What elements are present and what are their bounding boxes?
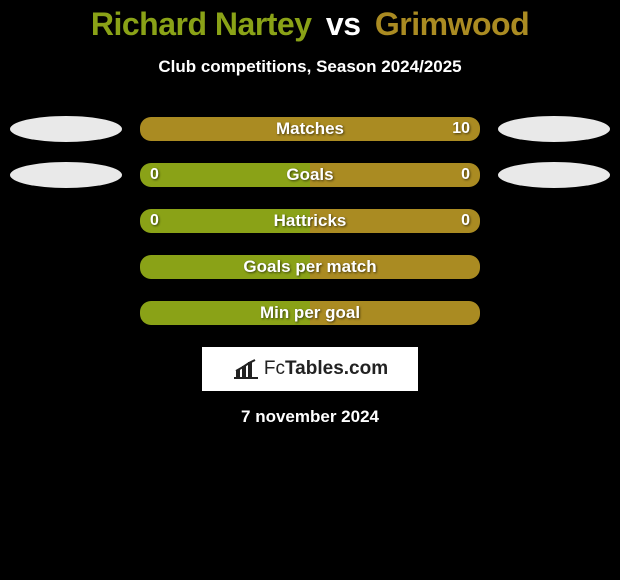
title-player2: Grimwood bbox=[375, 6, 529, 42]
stat-value-right: 0 bbox=[461, 163, 470, 187]
brand-fc: Fc bbox=[264, 358, 285, 379]
stat-row: Goals0 0 bbox=[140, 163, 480, 187]
subtitle: Club competitions, Season 2024/2025 bbox=[0, 57, 620, 77]
stat-label: Goals bbox=[140, 163, 480, 187]
ellipse-left bbox=[10, 162, 122, 188]
brand-inner: FcTables.com bbox=[232, 358, 388, 380]
ellipse-left bbox=[10, 116, 122, 142]
page-title: Richard Nartey vs Grimwood bbox=[0, 0, 620, 43]
stat-value-right: 0 bbox=[461, 209, 470, 233]
ellipse-right bbox=[498, 162, 610, 188]
title-vs: vs bbox=[326, 6, 361, 42]
stat-value-left: 0 bbox=[150, 209, 159, 233]
bars-icon bbox=[232, 358, 260, 380]
brand-tables: Tables.com bbox=[285, 358, 388, 379]
ellipse-right bbox=[498, 116, 610, 142]
stat-row: Matches10 bbox=[140, 117, 480, 141]
title-player1: Richard Nartey bbox=[91, 6, 312, 42]
brand-box: FcTables.com bbox=[202, 347, 418, 391]
stat-label: Hattricks bbox=[140, 209, 480, 233]
stat-row: Hattricks0 0 bbox=[140, 209, 480, 233]
comparison-card: Richard Nartey vs Grimwood Club competit… bbox=[0, 0, 620, 427]
brand-text: FcTables.com bbox=[264, 358, 388, 380]
stat-value-right: 10 bbox=[452, 117, 470, 141]
stat-value-left: 0 bbox=[150, 163, 159, 187]
stats-rows: Matches10Goals00Hattricks00Goals per mat… bbox=[0, 117, 620, 325]
date-line: 7 november 2024 bbox=[0, 407, 620, 427]
stat-label: Goals per match bbox=[140, 255, 480, 279]
stat-row: Goals per match bbox=[140, 255, 480, 279]
stat-label: Min per goal bbox=[140, 301, 480, 325]
stat-row: Min per goal bbox=[140, 301, 480, 325]
stat-label: Matches bbox=[140, 117, 480, 141]
